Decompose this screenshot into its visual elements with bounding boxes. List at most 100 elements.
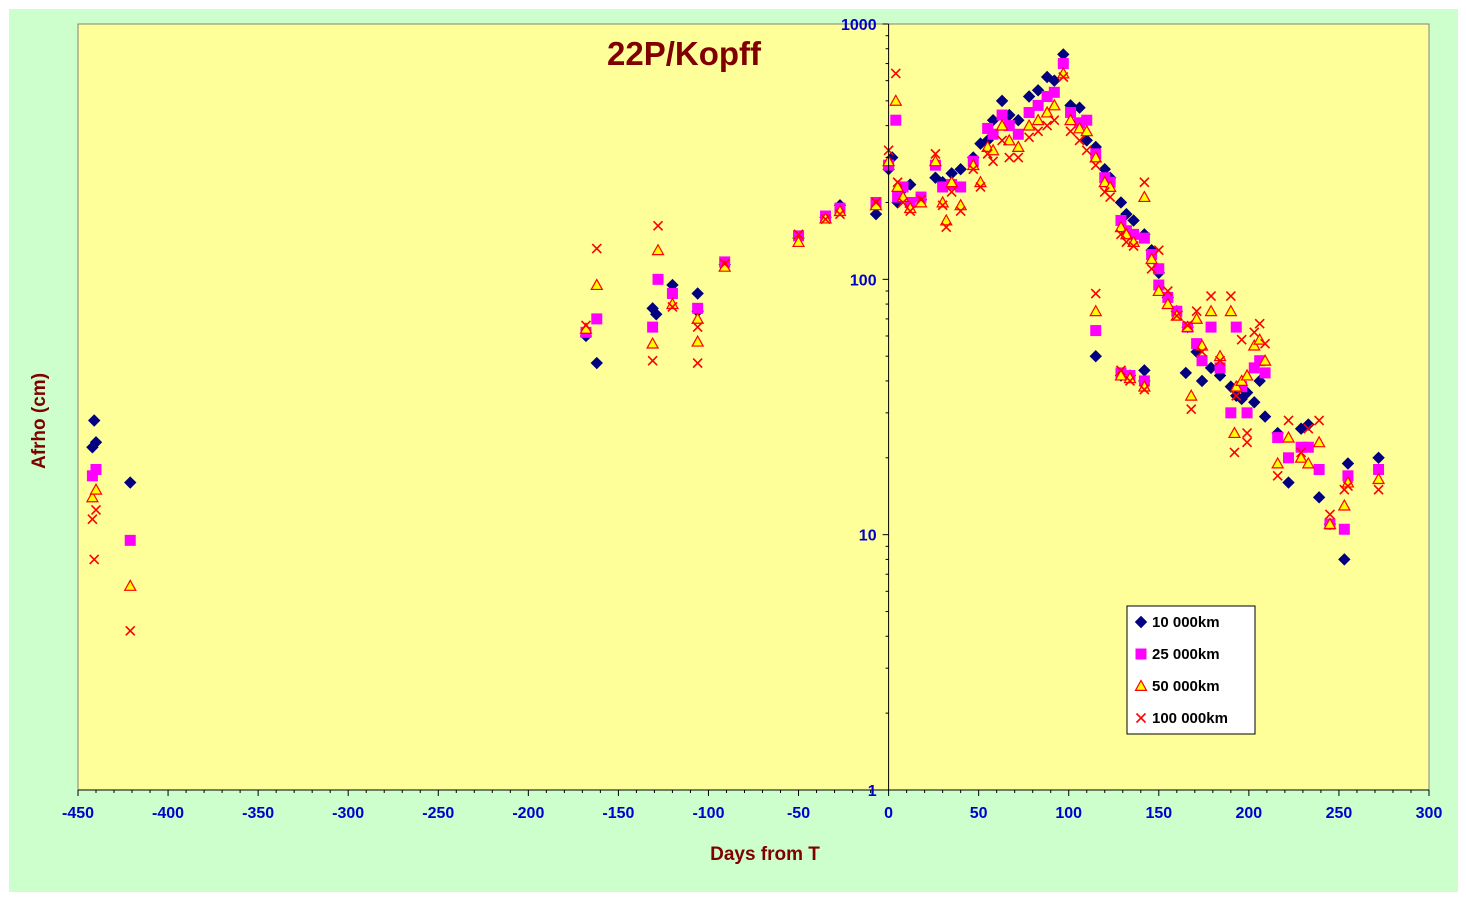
data-point (1139, 384, 1150, 395)
data-point (1302, 418, 1315, 431)
x-tick-label: 300 (1416, 805, 1443, 822)
legend-box (1126, 605, 1256, 735)
x-tick-label: -50 (787, 805, 810, 822)
data-point (1242, 427, 1253, 439)
data-point (87, 514, 98, 525)
data-point (941, 222, 952, 233)
data-point (591, 313, 603, 325)
legend-label: 100 000km (1152, 710, 1228, 727)
data-point (1248, 396, 1261, 409)
data-point (646, 336, 660, 349)
data-point (1229, 379, 1243, 392)
data-point (1283, 415, 1294, 426)
data-point (692, 302, 704, 314)
data-point (1342, 481, 1354, 492)
data-point (1114, 196, 1128, 209)
data-point (1013, 152, 1024, 163)
data-point (820, 214, 831, 225)
data-point (1225, 407, 1237, 419)
data-point (1080, 124, 1094, 137)
data-point (580, 320, 592, 331)
data-point (1225, 290, 1236, 302)
data-point (1186, 404, 1197, 415)
x-tick-label: -400 (152, 805, 184, 822)
data-point (1241, 407, 1253, 419)
x-tick-label: -250 (422, 805, 454, 822)
data-point (692, 322, 703, 333)
data-point (1012, 128, 1024, 140)
legend-label: 50 000km (1152, 678, 1220, 695)
data-point (90, 463, 102, 475)
data-point (719, 258, 730, 269)
data-point (945, 175, 959, 188)
data-point (1272, 432, 1284, 444)
data-point (1098, 175, 1112, 188)
data-point (90, 504, 102, 515)
legend-marker (1135, 712, 1147, 724)
data-point (1139, 177, 1150, 188)
data-point (892, 177, 903, 188)
y-tick-label: 100 (850, 272, 877, 289)
data-point (1115, 365, 1127, 376)
data-point (1301, 456, 1315, 469)
data-point (667, 301, 678, 312)
legend-marker (1135, 648, 1147, 660)
data-point (1127, 214, 1140, 227)
data-point (890, 68, 901, 79)
data-point (1048, 86, 1060, 98)
data-point (1372, 451, 1385, 465)
data-point (975, 181, 986, 193)
data-point (1124, 375, 1136, 387)
data-point (930, 148, 941, 159)
legend-label: 25 000km (1152, 646, 1220, 663)
data-marks (85, 48, 1386, 636)
data-point (1296, 447, 1307, 458)
data-point (85, 490, 99, 503)
chart-title: 22P/Kopff (607, 35, 762, 72)
data-point (1081, 145, 1092, 156)
x-tick-label: 200 (1236, 805, 1263, 822)
data-point (1011, 140, 1025, 152)
data-point (1231, 390, 1242, 401)
data-point (1171, 310, 1182, 321)
data-point (647, 321, 659, 333)
data-point (870, 197, 882, 208)
data-point (1249, 327, 1260, 338)
data-point (1105, 191, 1116, 203)
data-point (691, 287, 704, 300)
data-point (1323, 517, 1337, 530)
x-axis-label: Days from T (710, 844, 820, 865)
axes: -450 -400 -350 -300 -250 -200 -150 -100 -50 0 50 10… (62, 17, 1442, 822)
data-point (1324, 509, 1335, 520)
data-point (650, 308, 663, 321)
data-point (1002, 133, 1016, 146)
data-point (1081, 114, 1093, 126)
data-point (1179, 366, 1193, 380)
data-point (1337, 498, 1351, 511)
data-point (1190, 312, 1204, 324)
data-point (1260, 338, 1271, 349)
data-point (1073, 121, 1087, 134)
data-point (89, 436, 103, 449)
data-point (1227, 426, 1241, 439)
data-point (1152, 284, 1166, 297)
y-axis-label: Afrho (cm) (29, 373, 50, 469)
data-point (1040, 105, 1054, 118)
data-point (1240, 368, 1254, 381)
data-point (1162, 285, 1173, 297)
data-point (1114, 368, 1128, 381)
data-point (987, 128, 999, 140)
data-point (1205, 290, 1217, 302)
data-point (955, 206, 966, 217)
x-tick-label: -150 (602, 805, 634, 822)
data-point (1247, 338, 1261, 351)
data-point (124, 476, 137, 489)
data-point (997, 135, 1008, 146)
data-point (1128, 240, 1139, 252)
data-point (1196, 355, 1208, 367)
data-point (982, 148, 993, 159)
data-point (1012, 113, 1025, 127)
data-point (1312, 435, 1326, 448)
x-tick-label: -100 (692, 805, 724, 822)
data-point (1033, 126, 1044, 137)
